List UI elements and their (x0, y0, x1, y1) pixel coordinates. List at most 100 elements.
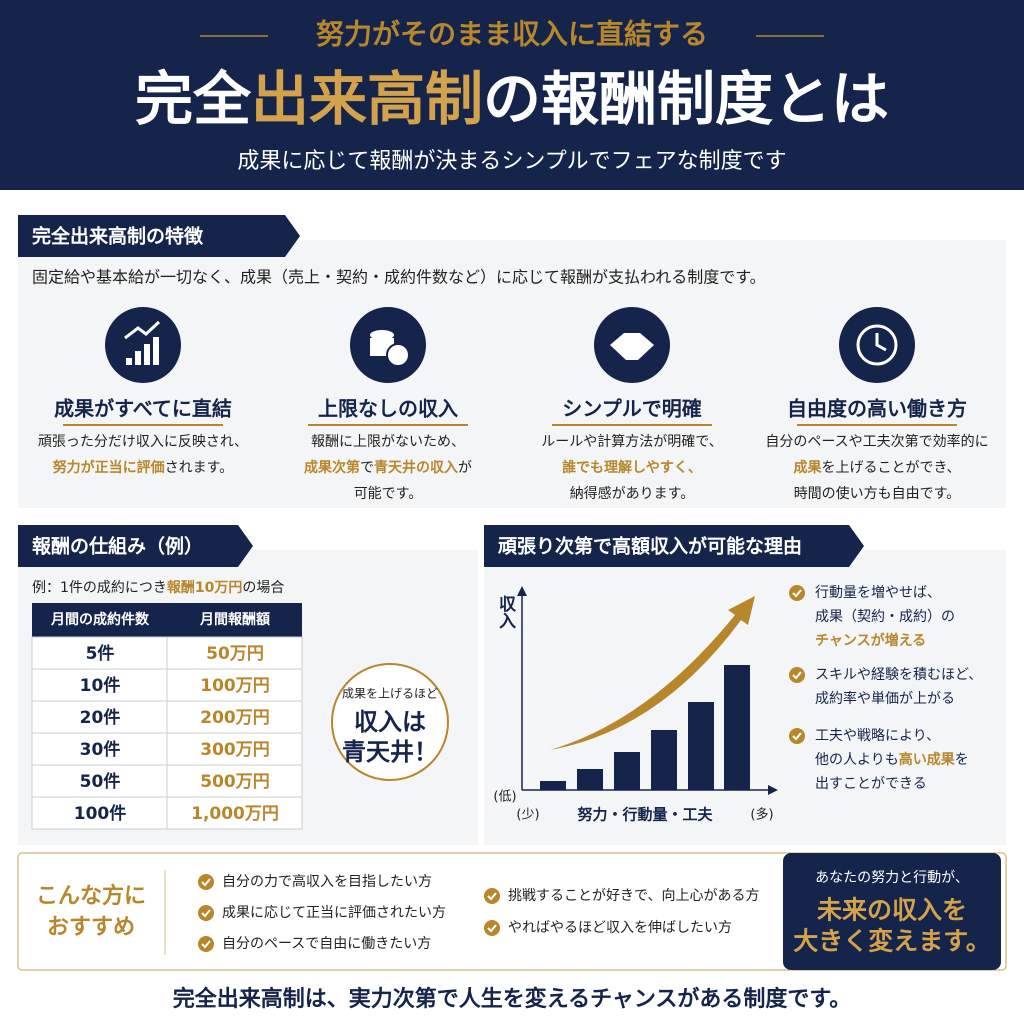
check-icon (789, 667, 805, 683)
text-part: 成果（契約・成約）の (815, 609, 955, 625)
amount-cell: 300万円 (200, 740, 270, 760)
count-cell: 50件 (80, 771, 121, 792)
feature-icon (105, 307, 181, 383)
text-part: 行動量を増やせば、 (815, 585, 941, 601)
check-mark (201, 878, 211, 887)
feature-title: 上限なしの収入 (318, 397, 458, 421)
recommend-item: 自分の力で高収入を目指したい方 (222, 873, 432, 890)
highlight: 高い成果 (899, 751, 956, 768)
icon-shape (856, 324, 898, 366)
text-part: 頑張った分だけ収入に反映され、 (38, 434, 248, 450)
text-part: スキルや経験を積むほど、 (815, 667, 982, 683)
feature-text: 可能です。 (354, 486, 423, 502)
check-icon (198, 936, 214, 952)
text-part: 時間の使い方も自由です。 (794, 485, 961, 502)
icon-shape (370, 330, 394, 340)
highlight: 報酬10万円 (167, 579, 242, 596)
badge-small: 成果を上げるほど (342, 687, 438, 701)
feature-title: シンプルで明確 (562, 397, 701, 421)
description: 固定給や基本給が一切なく、成果（売上・契約・成約件数など）に応じて報酬が支払われ… (32, 268, 766, 287)
icon-shape (875, 333, 887, 352)
example: 例：1件の成約につき報酬10万円の場合 (32, 579, 284, 596)
reason-text: 工夫や戦略により、 (815, 728, 940, 744)
count-cell: 100件 (74, 803, 127, 824)
recommend-box (17, 852, 1007, 971)
highlight: 誰でも理解しやすく、 (562, 459, 702, 476)
feature-text: 自分のペースや工夫次第で効率的に (765, 433, 988, 450)
count-cell: 10件 (80, 675, 121, 696)
text-part: の場合 (242, 580, 284, 596)
reason-text: スキルや経験を積むほど、 (815, 667, 982, 683)
section-tab (18, 215, 300, 257)
badge (331, 663, 449, 781)
table-header-cell: 月間の成約件数 (50, 611, 150, 628)
text-part: を (955, 752, 969, 768)
text-part: 工夫や戦略により、 (815, 728, 940, 744)
icon-shape (144, 344, 150, 365)
text-part: で (360, 460, 374, 476)
check-mark (487, 924, 497, 933)
highlight: 努力が正当に評価 (53, 459, 165, 476)
section-tab (484, 525, 864, 567)
icon-shape (135, 351, 141, 365)
bar-illustration (577, 769, 603, 790)
highlight: 出来高制 (251, 65, 483, 133)
recommend-item: 挑戦することが好きで、向上心がある方 (508, 888, 759, 904)
text-part: 完全 (135, 65, 252, 133)
message-big: 大きく変えます。 (793, 927, 991, 956)
check-icon (789, 728, 805, 744)
feature-text: 納得感があります。 (570, 485, 695, 502)
section-heading: 頑張り次第で高額収入が可能な理由 (497, 535, 802, 558)
badge-big: 青天井！ (342, 738, 438, 766)
feature-text: 誰でも理解しやすく、 (562, 459, 702, 476)
message-box (783, 853, 1001, 970)
main-title: 完全出来高制の報酬制度とは (135, 65, 889, 133)
amount-cell: 500万円 (200, 772, 270, 792)
reason-text: 成果（契約・成約）の (815, 609, 955, 625)
amount-cell: 50万円 (206, 644, 264, 664)
x-axis-label: 努力・行動量・工夫 (577, 806, 713, 824)
count-cell: 5件 (86, 643, 115, 664)
message-small: あなたの努力と行動が、 (815, 870, 969, 886)
header-band (0, 0, 1024, 190)
section-heading: 完全出来高制の特徴 (32, 225, 204, 248)
footer: 完全出来高制は、実力次第で人生を変えるチャンスがある制度です。 (173, 986, 851, 1012)
recommend-item: 成果に応じて正当に評価されたい方 (222, 905, 446, 921)
subtitle: 成果に応じて報酬が決まるシンプルでフェアな制度です (237, 149, 786, 174)
text-part: 納得感があります。 (570, 485, 695, 502)
text-part: 他の人よりも (815, 752, 899, 768)
growth-arrow (550, 596, 755, 750)
y-axis-label: 収入 (495, 595, 516, 629)
highlight: 成果次第 (304, 459, 360, 476)
count-cell: 30件 (80, 739, 121, 760)
text-part: 可能です。 (354, 486, 423, 502)
check-icon (484, 888, 500, 904)
feature-text: 頑張った分だけ収入に反映され、 (38, 434, 248, 450)
feature-text: 報酬に上限がないため、 (311, 434, 465, 450)
message-big: 未来の収入を (817, 896, 967, 925)
feature-text: ルールや計算方法が明確で、 (541, 434, 722, 450)
bar-illustration (724, 665, 750, 790)
amount-cell: 100万円 (200, 676, 270, 696)
text-part: されます。 (165, 460, 234, 476)
check-icon (484, 920, 500, 936)
bar-illustration (540, 781, 566, 790)
amount-cell: 200万円 (200, 708, 270, 728)
section-heading: 報酬の仕組み（例） (32, 535, 203, 558)
check-icon (789, 585, 805, 601)
check-mark (792, 671, 802, 680)
check-mark (201, 940, 211, 949)
reason-text: 行動量を増やせば、 (815, 585, 941, 601)
axis-arrow (768, 785, 778, 795)
reason-text: 出すことができる (815, 776, 927, 792)
recommend-heading: こんな方に (36, 883, 146, 909)
icon-shape (124, 320, 161, 340)
check-mark (792, 589, 802, 598)
features-panel (18, 240, 1006, 508)
amount-cell: 1,000万円 (191, 804, 279, 824)
table-header (32, 603, 302, 637)
icon-shape (610, 333, 654, 360)
reason-text: 成約率や単価が上がる (815, 690, 955, 707)
bar-illustration (688, 702, 714, 790)
